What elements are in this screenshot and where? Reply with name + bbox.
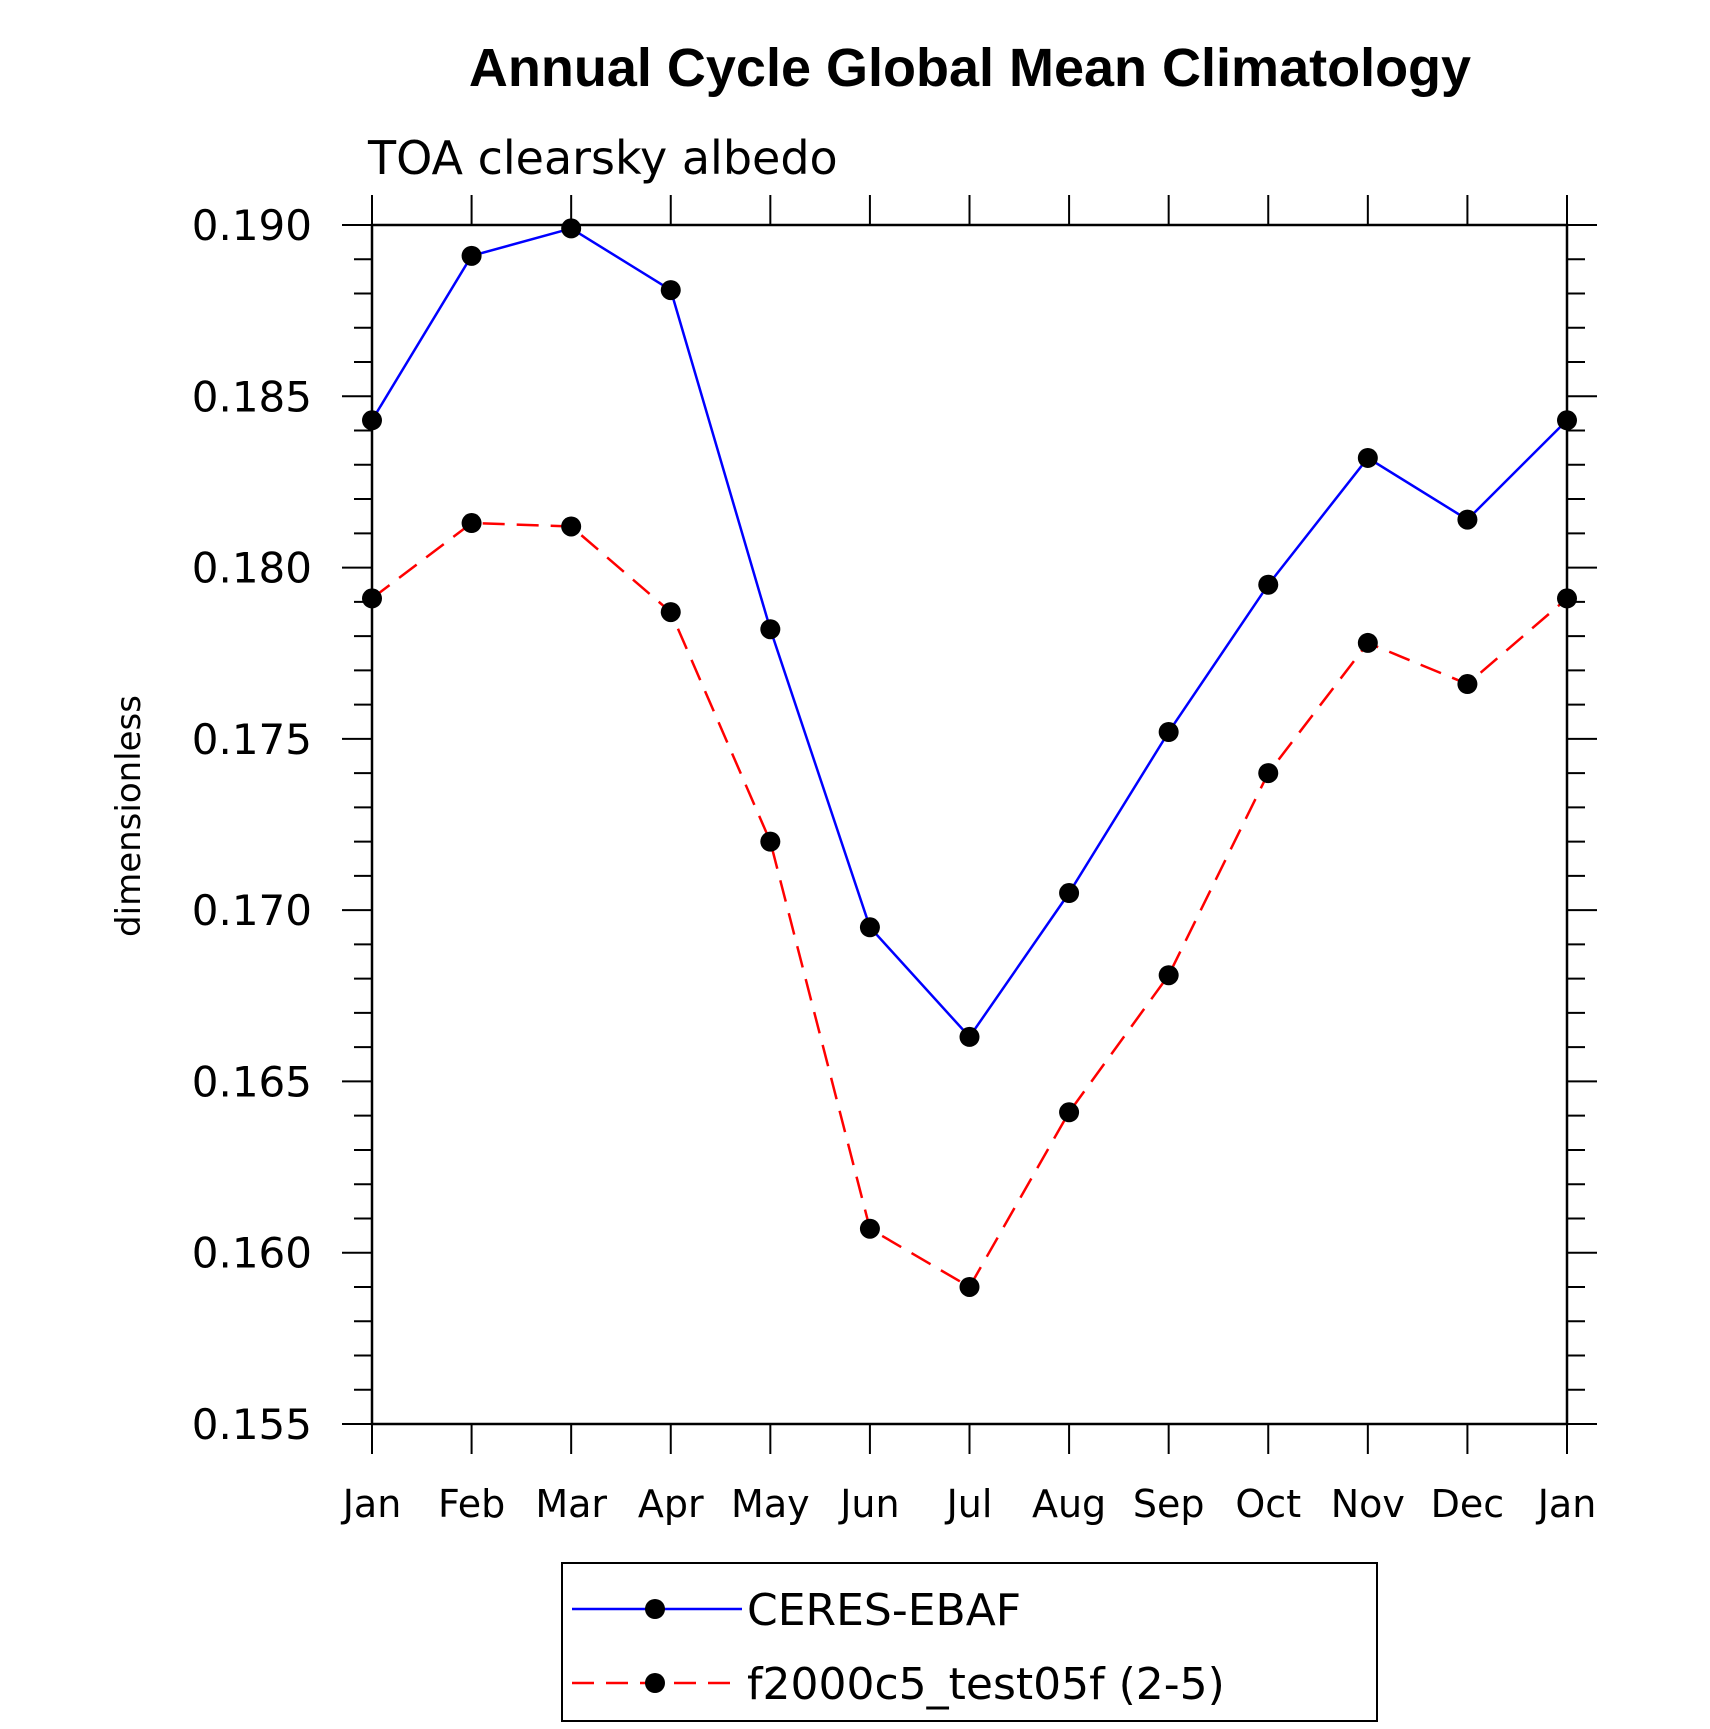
y-tick-label: 0.185 — [192, 372, 312, 421]
data-point — [959, 1026, 980, 1047]
data-point — [1059, 1102, 1080, 1123]
data-point — [1357, 447, 1378, 468]
legend-marker — [645, 1673, 665, 1693]
plot-frame — [370, 223, 1569, 1426]
data-point — [760, 831, 781, 852]
x-tick-label: Jan — [1536, 1482, 1597, 1526]
y-tick-label: 0.155 — [192, 1400, 312, 1449]
x-tick-label: Nov — [1331, 1482, 1405, 1526]
x-tick-label: Aug — [1032, 1482, 1106, 1526]
legend-label: CERES-EBAF — [747, 1585, 1021, 1636]
x-tick-label: Sep — [1133, 1482, 1205, 1526]
series-line — [371, 521, 1568, 1289]
x-tick-label: Dec — [1431, 1482, 1505, 1526]
x-tick-label: Jan — [341, 1482, 402, 1526]
x-tick-label: Apr — [638, 1482, 704, 1526]
y-tick-label: 0.165 — [192, 1057, 312, 1106]
data-point — [461, 245, 482, 266]
legend-box — [561, 1562, 1378, 1722]
data-point — [561, 516, 582, 537]
y-tick-label: 0.190 — [192, 201, 312, 250]
data-point — [660, 602, 681, 623]
y-axis-label: dimensionless — [109, 695, 149, 937]
legend-marker — [645, 1599, 665, 1619]
data-point — [461, 513, 482, 534]
data-point — [1457, 509, 1478, 530]
chart-subtitle: TOA clearsky albedo — [367, 131, 838, 185]
legend: CERES-EBAF f2000c5_test05f (2-5) — [561, 1562, 1378, 1722]
data-point — [760, 619, 781, 640]
legend-label: f2000c5_test05f (2-5) — [747, 1659, 1225, 1710]
series-line — [370, 227, 1568, 1039]
data-point — [1557, 588, 1577, 609]
data-point — [859, 1218, 880, 1239]
y-tick-label: 0.180 — [192, 544, 312, 593]
data-point — [859, 917, 880, 938]
chart-title: Annual Cycle Global Mean Climatology — [469, 38, 1471, 98]
plot-area: 0.155 0.160 0.165 0.170 0.175 0.180 0.185 0.190… — [192, 195, 1597, 1526]
x-tick-label: May — [731, 1482, 810, 1526]
data-point — [1357, 632, 1378, 653]
data-point — [1158, 965, 1179, 986]
x-tick-label: Jun — [838, 1482, 899, 1526]
data-point — [959, 1276, 980, 1297]
data-point — [1059, 883, 1080, 904]
y-tick-label: 0.170 — [192, 886, 312, 935]
data-point — [660, 280, 681, 301]
data-point — [362, 588, 382, 609]
x-tick-label: Oct — [1235, 1482, 1301, 1526]
y-tick-label: 0.160 — [192, 1229, 312, 1278]
data-point — [561, 218, 582, 239]
x-tick-label: Feb — [438, 1482, 505, 1526]
data-point — [1158, 722, 1179, 743]
y-tick-label: 0.175 — [192, 715, 312, 764]
x-tick-label: Jul — [945, 1482, 993, 1526]
data-point — [1258, 763, 1279, 784]
data-point — [1457, 674, 1478, 695]
x-tick-label: Mar — [535, 1482, 607, 1526]
data-point — [362, 410, 382, 431]
data-point — [1557, 410, 1577, 431]
data-point — [1258, 574, 1279, 595]
